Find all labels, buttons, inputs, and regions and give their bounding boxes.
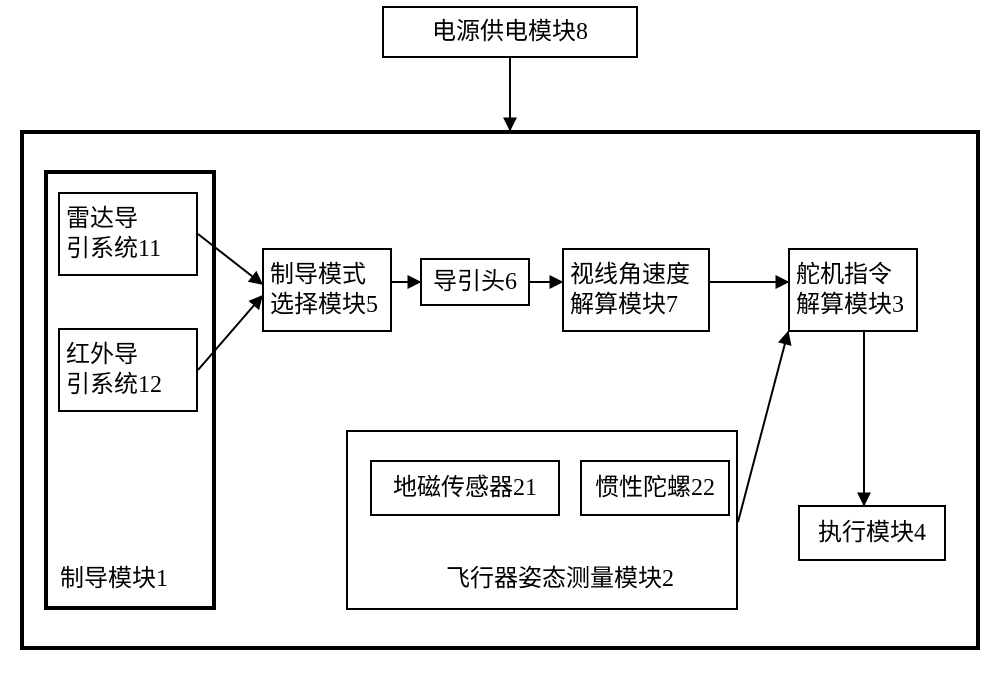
- node-geomag: 地磁传感器21: [370, 460, 560, 516]
- node-power: 电源供电模块8: [382, 6, 638, 58]
- node-los-rate: 视线角速度 解算模块7: [562, 248, 710, 332]
- node-power-label: 电源供电模块8: [432, 17, 588, 47]
- node-servo: 舵机指令 解算模块3: [788, 248, 918, 332]
- guidance-label-text: 制导模块1: [60, 566, 168, 592]
- attitude-container-label: 飞行器姿态测量模块2: [430, 558, 690, 593]
- node-exec-label: 执行模块4: [818, 518, 926, 548]
- node-mode-select-label: 制导模式 选择模块5: [270, 260, 378, 320]
- node-infrared: 红外导 引系统12: [58, 328, 198, 412]
- node-seeker-label: 导引头6: [433, 267, 517, 297]
- node-los-rate-label: 视线角速度 解算模块7: [570, 260, 690, 320]
- node-gyro-label: 惯性陀螺22: [595, 473, 715, 503]
- attitude-label-text: 飞行器姿态测量模块2: [446, 566, 674, 592]
- node-exec: 执行模块4: [798, 505, 946, 561]
- node-servo-label: 舵机指令 解算模块3: [796, 260, 904, 320]
- node-radar: 雷达导 引系统11: [58, 192, 198, 276]
- node-geomag-label: 地磁传感器21: [393, 473, 537, 503]
- node-infrared-label: 红外导 引系统12: [66, 340, 162, 400]
- node-radar-label: 雷达导 引系统11: [66, 204, 161, 264]
- guidance-container-label: 制导模块1: [60, 558, 200, 593]
- node-mode-select: 制导模式 选择模块5: [262, 248, 392, 332]
- node-seeker: 导引头6: [420, 258, 530, 306]
- node-gyro: 惯性陀螺22: [580, 460, 730, 516]
